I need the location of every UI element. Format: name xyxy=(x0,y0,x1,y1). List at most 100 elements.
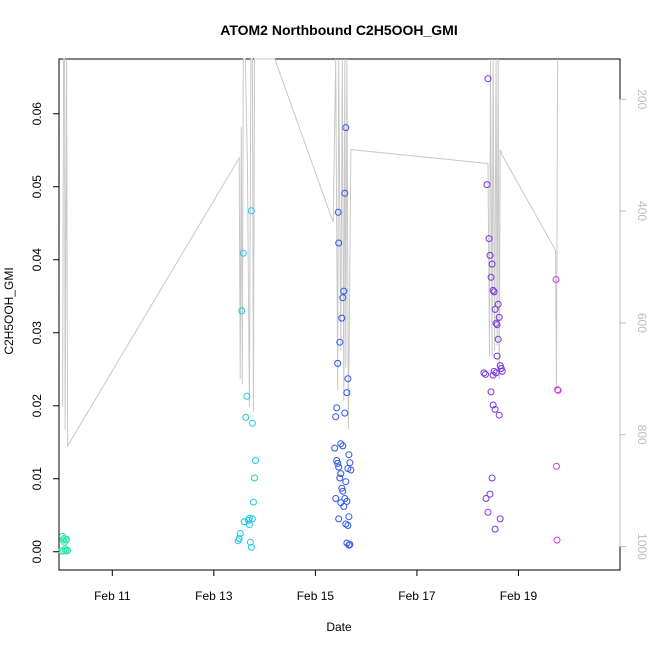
y-tick-label: 0.00 xyxy=(30,540,44,564)
data-point xyxy=(493,352,501,360)
data-point xyxy=(331,444,339,452)
data-point xyxy=(486,251,494,259)
x-axis-label: Date xyxy=(326,620,352,634)
data-point xyxy=(495,411,503,419)
data-point xyxy=(334,208,342,216)
data-point xyxy=(345,541,353,549)
data-point xyxy=(490,288,498,296)
y-tick-label: 0.03 xyxy=(30,321,44,345)
data-point xyxy=(494,335,502,343)
y-tick-label: 0.02 xyxy=(30,394,44,418)
data-point xyxy=(484,508,492,516)
right-tick-label: 1000 xyxy=(635,533,649,560)
data-point xyxy=(344,465,352,472)
x-tick-label: Feb 15 xyxy=(297,589,335,603)
data-point xyxy=(489,371,497,379)
data-point xyxy=(342,124,350,132)
right-tick-label: 800 xyxy=(635,425,649,445)
y-axis: 0.00 0.01 0.02 0.03 0.04 0.05 0.06 xyxy=(30,102,59,564)
data-point xyxy=(488,260,496,268)
chart-title: ATOM2 Northbound C2H5OOH_GMI xyxy=(220,22,457,38)
data-point xyxy=(345,451,353,459)
data-point xyxy=(480,369,488,377)
data-point xyxy=(335,463,343,471)
data-point xyxy=(340,287,348,295)
data-point xyxy=(343,539,351,547)
data-point xyxy=(236,530,244,537)
data-point xyxy=(249,498,257,506)
data-point xyxy=(243,392,251,400)
data-point xyxy=(491,305,499,313)
points-layer xyxy=(58,75,562,555)
right-tick-label: 400 xyxy=(635,201,649,221)
data-point xyxy=(482,495,490,502)
data-point xyxy=(341,189,349,197)
data-point xyxy=(235,535,243,543)
data-point xyxy=(483,181,491,189)
data-point xyxy=(248,515,256,523)
y-tick-label: 0.06 xyxy=(30,102,44,126)
data-point xyxy=(553,462,560,470)
data-point xyxy=(346,459,354,467)
data-point xyxy=(334,359,342,367)
data-point xyxy=(242,413,250,421)
data-point xyxy=(485,235,493,243)
data-point xyxy=(494,300,502,308)
data-point xyxy=(341,409,349,417)
data-point xyxy=(338,314,346,322)
data-point xyxy=(63,535,71,543)
data-point xyxy=(344,522,352,529)
data-point xyxy=(482,370,489,378)
data-point xyxy=(335,515,343,523)
data-point xyxy=(335,239,343,247)
data-point xyxy=(239,249,247,257)
data-point xyxy=(489,286,497,294)
data-point xyxy=(493,321,501,329)
data-point xyxy=(247,543,255,551)
data-point xyxy=(489,401,497,409)
x-tick-label: Feb 11 xyxy=(94,589,131,603)
y-tick-label: 0.01 xyxy=(30,467,44,491)
data-point xyxy=(248,419,256,427)
data-point xyxy=(337,470,345,478)
data-point xyxy=(245,514,253,522)
data-point xyxy=(336,338,344,346)
data-point xyxy=(488,474,496,482)
y-axis-label: C2H5OOH_GMI xyxy=(2,267,16,354)
data-point xyxy=(339,294,347,302)
data-point xyxy=(337,440,345,448)
data-point xyxy=(332,495,340,502)
data-point xyxy=(342,478,350,486)
data-point xyxy=(238,307,246,315)
data-point xyxy=(491,525,499,533)
data-point xyxy=(492,319,500,327)
pressure-line-layer xyxy=(62,58,559,448)
data-point xyxy=(339,442,347,450)
y-tick-label: 0.05 xyxy=(30,175,44,199)
x-tick-label: Feb 17 xyxy=(398,589,436,603)
x-tick-label: Feb 13 xyxy=(195,589,233,603)
data-point xyxy=(497,365,505,372)
pressure-line xyxy=(62,58,559,448)
data-point xyxy=(333,457,341,464)
data-point xyxy=(246,538,254,546)
data-point xyxy=(554,386,562,394)
data-point xyxy=(490,367,498,375)
data-point xyxy=(334,459,342,467)
data-point xyxy=(252,457,259,464)
data-point xyxy=(342,520,350,528)
data-point xyxy=(552,276,560,283)
data-point xyxy=(487,273,495,281)
data-point xyxy=(339,487,347,495)
x-axis: Feb 11 Feb 13 Feb 15 Feb 17 Feb 19 xyxy=(94,570,537,603)
data-point xyxy=(64,546,72,554)
data-point xyxy=(496,515,504,523)
data-point xyxy=(251,474,258,482)
data-point xyxy=(495,313,503,321)
data-point xyxy=(491,405,499,413)
right-tick-label: 600 xyxy=(635,313,649,333)
data-point xyxy=(487,388,495,396)
data-point xyxy=(333,404,341,412)
data-point xyxy=(553,536,561,544)
